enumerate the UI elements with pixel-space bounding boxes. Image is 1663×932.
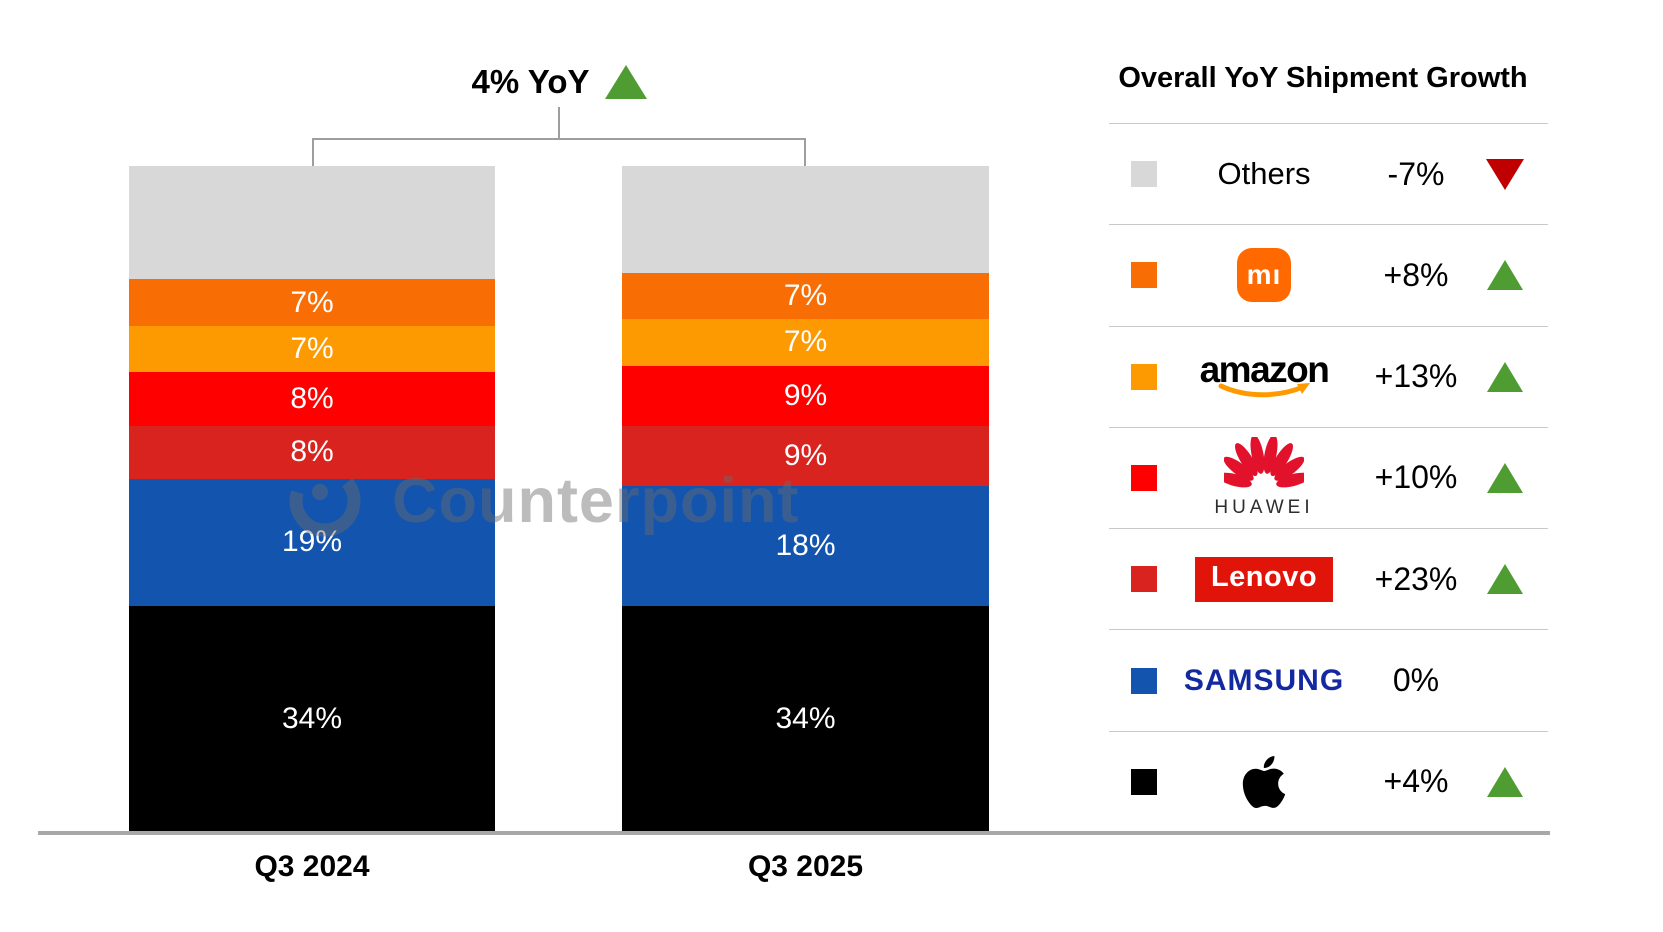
- others-label: Others: [1217, 156, 1311, 192]
- apple-logo-icon: [1242, 755, 1286, 808]
- lenovo-growth: +23%: [1374, 560, 1458, 597]
- x-axis-label-q3-2024: Q3 2024: [254, 850, 370, 883]
- xiaomi-swatch: [1131, 262, 1157, 289]
- segment-value-label: 7%: [290, 332, 334, 366]
- segment-value-label: 9%: [783, 378, 828, 412]
- huawei-growth: +10%: [1374, 459, 1458, 496]
- amazon-growth: +13%: [1374, 358, 1458, 395]
- segment-samsung: 18%: [622, 485, 989, 606]
- legend-title: Overall YoY Shipment Growth: [1118, 62, 1528, 94]
- segment-value-label: 8%: [290, 435, 334, 469]
- legend-row-samsung: SAMSUNG 0%: [1109, 630, 1548, 732]
- up-triangle-icon: [1486, 564, 1523, 595]
- apple-growth: +4%: [1383, 763, 1449, 800]
- samsung-growth: 0%: [1392, 662, 1440, 699]
- segment-others: [622, 166, 989, 273]
- samsung-swatch: [1131, 667, 1157, 694]
- legend-row-amazon: amazon +13%: [1109, 327, 1548, 428]
- legend-row-others: Others -7%: [1109, 124, 1548, 226]
- segment-xiaomi: 7%: [129, 279, 495, 326]
- legend-panel: Others -7% mı +8% amazon +13%: [1109, 123, 1548, 832]
- samsung-logo: SAMSUNG: [1183, 663, 1345, 697]
- segment-value-label: 8%: [290, 382, 334, 416]
- lenovo-swatch: [1131, 566, 1157, 593]
- up-triangle-icon: [1486, 462, 1523, 493]
- legend-row-xiaomi: mı +8%: [1109, 225, 1548, 327]
- segment-amazon: 7%: [129, 325, 495, 373]
- amazon-swatch: [1131, 363, 1157, 390]
- bracket-left-drop-line: [312, 138, 314, 167]
- segment-value-label: 34%: [281, 701, 343, 735]
- segment-amazon: 7%: [622, 319, 989, 366]
- down-triangle-icon: [1485, 158, 1524, 190]
- segment-huawei: 9%: [622, 365, 989, 426]
- segment-apple: 34%: [622, 605, 989, 832]
- segment-value-label: 9%: [783, 438, 828, 472]
- segment-apple: 34%: [129, 605, 495, 832]
- segment-others: [129, 166, 495, 280]
- bracket-horizontal-line: [312, 138, 806, 140]
- legend-row-lenovo: Lenovo +23%: [1109, 529, 1548, 631]
- xiaomi-logo: mı: [1237, 248, 1291, 303]
- amazon-smile-icon: [1218, 383, 1310, 398]
- segment-xiaomi: 7%: [622, 272, 989, 320]
- chart-title-text: 4% YoY: [471, 63, 590, 100]
- segment-value-label: 7%: [783, 278, 828, 312]
- segment-value-label: 19%: [281, 525, 343, 559]
- huawei-logo: HUAWEI: [1214, 436, 1313, 519]
- apple-swatch: [1131, 768, 1157, 795]
- up-triangle-icon: [1486, 361, 1523, 392]
- bar-1: 7% 7% 9% 9% 18% 34%: [622, 166, 989, 832]
- others-growth: -7%: [1387, 155, 1445, 192]
- up-triangle-icon: [1486, 260, 1523, 291]
- segment-huawei: 8%: [129, 372, 495, 426]
- up-triangle-icon: [604, 65, 647, 99]
- bracket-stem-line: [558, 107, 560, 139]
- huawei-swatch: [1131, 464, 1157, 491]
- others-swatch: [1131, 161, 1157, 188]
- segment-value-label: 18%: [775, 528, 836, 562]
- x-axis-label-q3-2025: Q3 2025: [747, 850, 864, 883]
- amazon-logo: amazon: [1200, 351, 1330, 399]
- lenovo-logo: Lenovo: [1194, 556, 1334, 602]
- segment-lenovo: 8%: [129, 425, 495, 479]
- segment-samsung: 19%: [129, 478, 495, 606]
- x-axis-baseline: [38, 831, 1550, 835]
- segment-value-label: 7%: [290, 285, 334, 319]
- bar-0: 7% 7% 8% 8% 19% 34%: [129, 166, 495, 832]
- xiaomi-growth: +8%: [1383, 256, 1449, 293]
- segment-lenovo: 9%: [622, 425, 989, 486]
- legend-row-huawei: HUAWEI +10%: [1109, 428, 1548, 530]
- up-triangle-icon: [1486, 766, 1523, 797]
- segment-value-label: 7%: [783, 325, 828, 359]
- huawei-petals-icon: [1223, 436, 1304, 488]
- bracket-right-drop-line: [804, 138, 806, 167]
- chart-title: 4% YoY: [359, 60, 759, 104]
- legend-row-apple: +4%: [1109, 732, 1548, 832]
- segment-value-label: 34%: [775, 701, 836, 735]
